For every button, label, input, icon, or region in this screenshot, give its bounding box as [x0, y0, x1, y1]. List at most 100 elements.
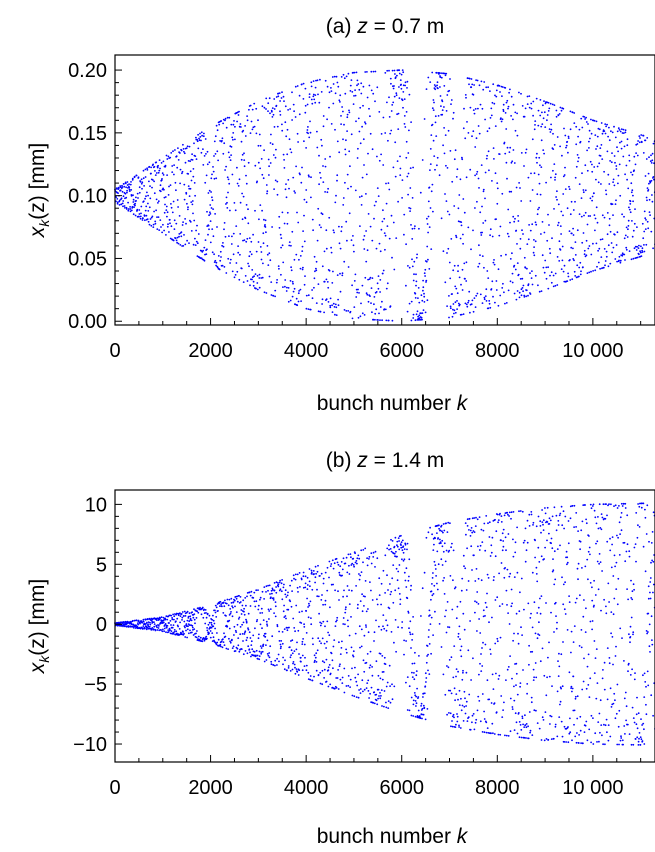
panel-a-data-point	[140, 178, 143, 181]
panel-b-data-point	[410, 584, 412, 587]
panel-a-data-point	[295, 165, 297, 168]
panel-a-data-point	[404, 126, 407, 128]
panel-a-data-point	[425, 88, 428, 90]
panel-a-data-point	[596, 265, 598, 268]
panel-b-data-point	[478, 516, 481, 518]
panel-b-data-point	[389, 583, 391, 585]
panel-a-data-point	[473, 112, 476, 115]
panel-b-data-point	[527, 725, 529, 728]
panel-b-data-point	[291, 668, 294, 671]
panel-a-data-point	[569, 213, 572, 216]
panel-b-data-point	[426, 645, 429, 647]
panel-b-data-point	[163, 630, 166, 633]
panel-b-data-point	[562, 583, 565, 586]
panel-a-data-point	[442, 144, 444, 147]
panel-a-data-point	[380, 133, 383, 135]
panel-b-data-point	[418, 715, 421, 717]
panel-a-data-point	[225, 203, 227, 205]
panel-a-data-point	[185, 192, 188, 195]
panel-b-data-point	[438, 623, 441, 625]
panel-b-data-point	[590, 714, 593, 717]
panel-a-data-point	[567, 151, 569, 154]
panel-b-data-point	[410, 696, 413, 699]
panel-b-data-point	[199, 606, 201, 609]
panel-b-data-point	[275, 586, 277, 588]
panel-a-data-point	[483, 266, 485, 269]
panel-b-data-point	[541, 716, 544, 719]
panel-a-data-point	[308, 96, 311, 98]
panel-b-data-point	[176, 617, 179, 620]
panel-b-data-point	[533, 601, 536, 604]
panel-b-data-point	[308, 568, 311, 570]
panel-b-data-point	[188, 624, 191, 626]
panel-b-data-point	[548, 523, 551, 525]
panel-a-data-point	[372, 318, 375, 321]
panel-a-data-point	[334, 201, 337, 204]
panel-a-data-point	[650, 154, 652, 157]
panel-b-data-point	[379, 677, 382, 680]
panel-b-data-point	[631, 668, 633, 671]
panel-a-data-point	[631, 189, 634, 192]
panel-a-data-point	[284, 105, 287, 108]
panel-b-data-point	[508, 623, 511, 625]
panel-a-data-point	[572, 227, 574, 230]
panel-b-data-point	[199, 636, 202, 639]
panel-a-data-point	[612, 214, 614, 217]
panel-a-data-point	[146, 218, 149, 221]
panel-a-data-point	[410, 121, 412, 123]
panel-b-data-point	[365, 624, 367, 626]
panel-b-data-point	[376, 598, 378, 601]
panel-a-data-point	[559, 145, 561, 148]
panel-b-data-point	[293, 627, 296, 629]
panel-b-data-point	[345, 651, 348, 654]
panel-b-data-point	[321, 669, 324, 672]
panel-a-data-point	[391, 319, 394, 322]
panel-a-data-point	[173, 164, 176, 167]
panel-a-data-point	[238, 110, 240, 113]
panel-a-data-point	[408, 302, 411, 305]
panel-b-data-point	[494, 642, 497, 645]
panel-a-data-point	[300, 83, 303, 86]
panel-a-data-point	[641, 247, 644, 250]
panel-b-data-point	[589, 553, 591, 556]
panel-a-data-point	[501, 86, 504, 88]
panel-a-data-point	[564, 188, 567, 191]
panel-a-data-point	[475, 173, 478, 175]
panel-a-data-point	[270, 281, 273, 283]
panel-a-data-point	[157, 171, 160, 174]
panel-a-data-point	[334, 128, 336, 131]
panel-a-data-point	[258, 286, 261, 289]
panel-a-data-point	[269, 259, 272, 262]
panel-b-data-point	[455, 723, 457, 726]
panel-a-data-point	[608, 139, 611, 142]
panel-b-data-point	[591, 620, 594, 622]
panel-a-data-point	[140, 182, 143, 185]
panel-b-data-point	[440, 558, 443, 561]
panel-b-data-point	[538, 561, 541, 563]
panel-a-data-point	[621, 213, 623, 216]
panel-b-y-tick-label: −5	[84, 674, 107, 696]
panel-b-data-point	[401, 621, 404, 623]
panel-b-data-point	[500, 562, 503, 564]
panel-b-data-point	[470, 545, 473, 548]
panel-b-data-point	[636, 736, 639, 739]
panel-a-data-point	[586, 169, 589, 172]
panel-a-data-point	[254, 164, 257, 167]
panel-b-data-point	[229, 640, 232, 643]
panel-b-data-point	[545, 694, 548, 697]
panel-a-data-point	[587, 247, 590, 250]
panel-b-data-point	[233, 625, 236, 628]
panel-a-data-point	[570, 232, 573, 235]
panel-a-data-point	[603, 248, 606, 250]
panel-b-data-point	[343, 589, 345, 592]
panel-b-data-point	[379, 652, 382, 655]
panel-a-data-point	[445, 72, 448, 75]
panel-b-data-point	[181, 616, 184, 619]
panel-b-data-point	[272, 664, 275, 666]
panel-b-data-point	[554, 601, 557, 604]
panel-b-data-point	[391, 540, 394, 542]
panel-b-data-point	[434, 564, 437, 566]
panel-a-data-point	[197, 147, 200, 150]
panel-b-data-point	[161, 630, 164, 633]
panel-a-data-point	[556, 284, 559, 286]
